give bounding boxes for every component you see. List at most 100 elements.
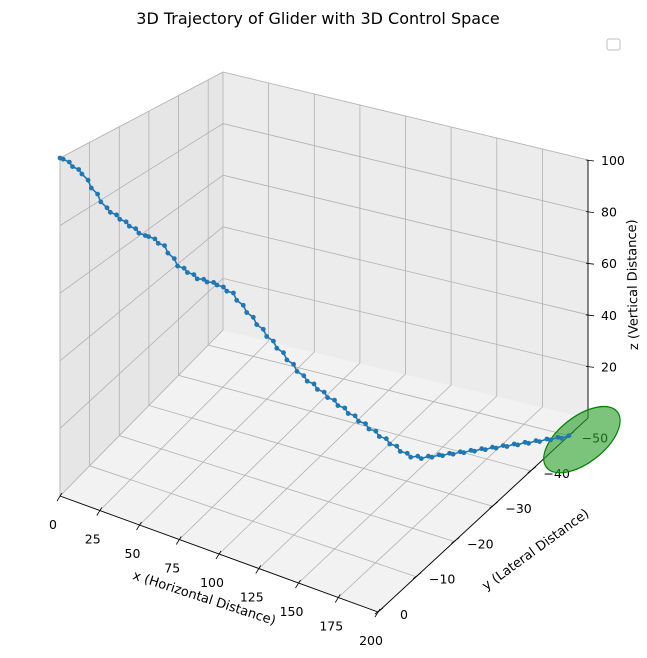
trajectory-point — [201, 276, 207, 282]
y-tick-mark — [451, 537, 460, 544]
trajectory-point — [194, 276, 200, 282]
x-tick-mark — [96, 507, 103, 516]
trajectory-point — [171, 256, 177, 261]
grid-x-line — [139, 94, 315, 526]
trajectory-point — [555, 434, 561, 440]
grid-z-line — [59, 277, 589, 429]
trajectory-point — [185, 270, 190, 275]
trajectory-point — [311, 381, 317, 387]
x-tick-mark — [374, 608, 381, 618]
y-tick-mark — [412, 572, 422, 580]
trajectory-point — [366, 426, 372, 432]
z-tick-mark — [585, 366, 595, 368]
z-tick-mark — [585, 211, 595, 213]
trajectory-point — [500, 443, 506, 448]
trajectory-point — [352, 413, 358, 419]
trajectory-point — [95, 191, 100, 197]
trajectory-point — [504, 444, 510, 449]
trajectory-point — [211, 280, 217, 285]
trajectory-point — [114, 212, 119, 218]
y-axis-label: y (Lateral Distance) — [480, 506, 593, 593]
z-tick-label: 20 — [601, 359, 617, 374]
control-space-ellipse — [543, 405, 621, 474]
z-tick-mark — [585, 314, 595, 317]
grid-x-line — [338, 149, 543, 598]
grid-x-line — [179, 105, 361, 540]
x-tick-mark — [255, 565, 262, 574]
legend-box — [606, 38, 621, 51]
trajectory-point — [60, 156, 66, 162]
trajectory-point — [490, 444, 495, 450]
grid-y-line — [89, 142, 417, 578]
trajectory-point — [264, 334, 270, 339]
x-tick-label: 150 — [280, 604, 304, 619]
trajectory-point — [342, 405, 348, 411]
trajectory-point — [240, 302, 246, 308]
grid-x-line — [99, 83, 270, 511]
trajectory-point — [107, 209, 113, 215]
trajectory-point — [291, 361, 296, 367]
trajectory-point — [408, 454, 414, 460]
axis-panes — [59, 71, 590, 613]
trajectory-point — [429, 454, 435, 460]
z-axis-label: z (Vertical Distance) — [625, 219, 642, 350]
trajectory-point — [250, 314, 256, 320]
trajectory-point — [559, 435, 564, 441]
x-tick-mark — [215, 550, 222, 560]
trajectory-point — [548, 437, 553, 443]
grid-y-line — [207, 79, 569, 436]
trajectory-point — [472, 448, 477, 454]
trajectory-point — [271, 338, 276, 344]
y-tick-mark — [489, 501, 498, 509]
x-tick-mark — [295, 579, 301, 589]
grid-z-line — [59, 226, 589, 362]
trajectory-point — [214, 282, 220, 288]
trajectory-point — [493, 445, 499, 451]
trajectory-point — [274, 345, 280, 351]
x-tick-label: 25 — [85, 532, 101, 547]
grid-y-line — [178, 95, 531, 472]
trajectory-point — [221, 284, 226, 290]
trajectory-point — [79, 171, 85, 177]
trajectory-point — [117, 216, 123, 222]
trajectory-point — [244, 310, 250, 315]
x-tick-label: 50 — [125, 546, 141, 561]
trajectory-point — [294, 369, 300, 374]
trajectory-point — [515, 442, 521, 448]
trajectory-point — [234, 297, 240, 303]
x-tick-label: 100 — [200, 575, 224, 590]
x-tick-label: 0 — [49, 517, 57, 532]
grid-x-line — [59, 72, 224, 497]
trajectory-point — [260, 326, 266, 332]
z-tick-label: 100 — [601, 153, 625, 168]
x-tick-label: 200 — [359, 633, 383, 648]
trajectory-point — [415, 453, 421, 459]
grid-x-line — [258, 127, 452, 569]
z-tick-mark — [585, 262, 595, 265]
x-tick-mark — [334, 594, 341, 603]
trajectory-point — [66, 159, 72, 165]
x-tick-mark — [175, 536, 182, 545]
z-tick-mark — [585, 159, 595, 162]
trajectory-point — [181, 265, 187, 271]
x-tick-mark — [56, 492, 63, 502]
trajectory-point — [461, 450, 467, 456]
trajectory-point — [537, 439, 542, 444]
trajectory-point — [376, 434, 382, 439]
trajectory-point — [224, 288, 230, 294]
trajectory-point — [304, 378, 310, 384]
trajectory-point — [394, 443, 400, 449]
grid-lines — [59, 71, 589, 613]
trajectory-point — [104, 205, 110, 211]
trajectory-point — [404, 450, 410, 456]
trajectory-point — [345, 411, 351, 416]
z-tick-label: 40 — [601, 308, 617, 323]
trajectory-point — [363, 421, 368, 426]
trajectory-point — [315, 387, 320, 392]
grid-x-line — [298, 138, 498, 584]
trajectory-point — [544, 436, 550, 442]
trajectory-point — [175, 263, 181, 269]
trajectory-point — [254, 322, 260, 327]
trajectory-point — [284, 357, 290, 363]
y-tick-label: −10 — [429, 572, 455, 587]
